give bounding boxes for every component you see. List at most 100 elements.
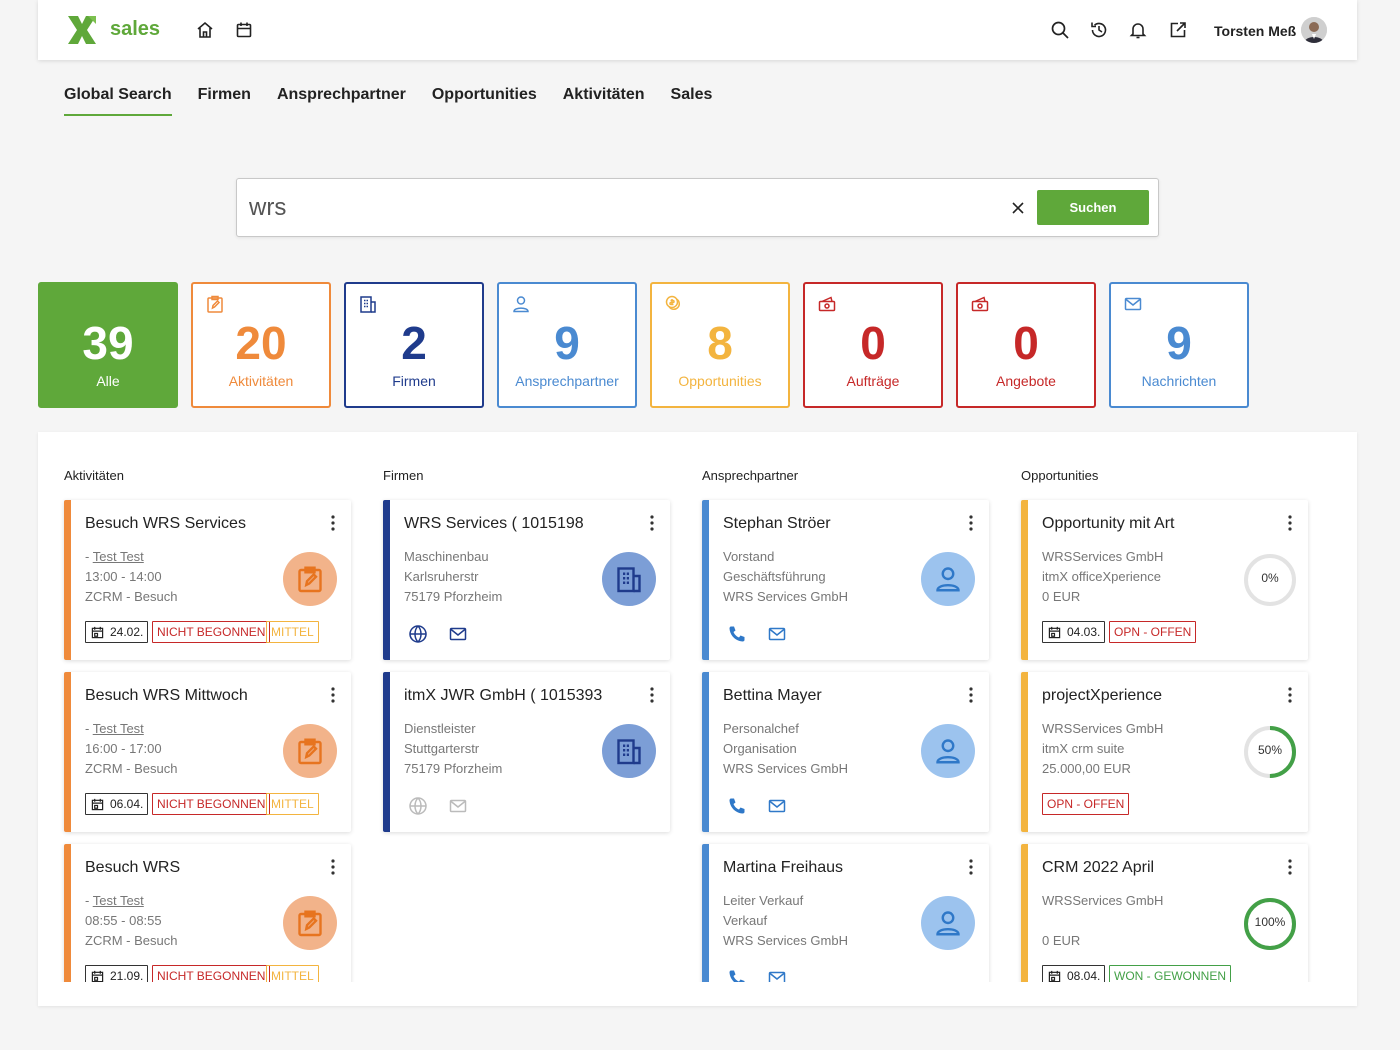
mail-icon [448, 796, 468, 816]
user-name[interactable]: Torsten Meß [1214, 23, 1297, 39]
card-product: itmX crm suite [1042, 741, 1125, 756]
search-icon[interactable] [1049, 19, 1071, 41]
tab-aktivitaeten[interactable]: Aktivitäten [562, 86, 645, 103]
top-bar: sales Torsten Meß [38, 0, 1357, 60]
contact-card[interactable]: Stephan Ströer Vorstand Geschäftsführung… [702, 500, 989, 660]
user-avatar[interactable] [1301, 17, 1327, 43]
card-title: CRM 2022 April [1042, 859, 1155, 876]
calendar-icon[interactable] [233, 19, 255, 41]
phone-icon[interactable] [727, 968, 747, 988]
tab-global-search[interactable]: Global Search [64, 86, 172, 116]
card-product: itmX officeXperience [1042, 569, 1161, 584]
more-menu-icon[interactable] [1286, 858, 1294, 876]
card-type: ZCRM - Besuch [85, 933, 178, 948]
activity-card[interactable]: Besuch WRS Mittwoch - Test Test 16:00 - … [64, 672, 351, 832]
status-badge: OPN - OFFEN [1042, 793, 1130, 815]
progress-ring: 0% [1242, 552, 1298, 608]
tile-count: 39 [82, 317, 134, 369]
tile-opportunities[interactable]: 8 Opportunities [650, 282, 790, 408]
company-card[interactable]: itmX JWR GmbH ( 1015393 Dienstleister St… [383, 672, 670, 832]
card-city: 75179 Pforzheim [404, 589, 503, 604]
date-badge: 04.03. [1042, 621, 1106, 643]
tile-nachrichten[interactable]: 9 Nachrichten [1109, 282, 1249, 408]
card-actions [408, 796, 468, 816]
tile-count: 20 [235, 317, 287, 369]
card-actions [727, 624, 787, 644]
mail-icon[interactable] [767, 624, 787, 644]
tab-firmen[interactable]: Firmen [197, 86, 251, 103]
search-button[interactable]: Suchen [1037, 190, 1149, 225]
tile-count: 8 [707, 317, 733, 369]
company-card[interactable]: WRS Services ( 1015198 Maschinenbau Karl… [383, 500, 670, 660]
status-badge: OPN - OFFEN [1109, 621, 1197, 643]
activity-icon [283, 552, 337, 606]
contact-card[interactable]: Bettina Mayer Personalchef Organisation … [702, 672, 989, 832]
home-icon[interactable] [194, 19, 216, 41]
clear-search-icon[interactable] [1007, 197, 1029, 219]
opportunity-card[interactable]: Opportunity mit Art WRSServices GmbH itm… [1021, 500, 1308, 660]
tab-opportunities[interactable]: Opportunities [431, 86, 537, 103]
phone-icon[interactable] [727, 796, 747, 816]
tile-firmen[interactable]: 2 Firmen [344, 282, 484, 408]
person-icon [921, 896, 975, 950]
contact-card[interactable]: Martina Freihaus Leiter Verkauf Verkauf … [702, 844, 989, 1004]
activity-card[interactable]: Besuch WRS - Test Test 08:55 - 08:55 ZCR… [64, 844, 351, 1004]
person-icon [513, 296, 529, 313]
history-icon[interactable] [1088, 19, 1110, 41]
card-type: ZCRM - Besuch [85, 589, 178, 604]
tile-count: 0 [1013, 317, 1039, 369]
tile-ansprechpartner[interactable]: 9 Ansprechpartner [497, 282, 637, 408]
column-title-firmen: Firmen [383, 468, 424, 483]
search-input[interactable] [249, 189, 989, 227]
tile-count: 9 [1166, 317, 1192, 369]
tile-count: 0 [860, 317, 886, 369]
tile-alle[interactable]: 39 Alle [38, 282, 178, 408]
card-city: 75179 Pforzheim [404, 761, 503, 776]
globe-icon[interactable] [408, 624, 428, 644]
card-contact[interactable]: - Test Test [85, 549, 144, 564]
more-menu-icon[interactable] [329, 514, 337, 532]
more-menu-icon[interactable] [648, 514, 656, 532]
mail-icon[interactable] [767, 796, 787, 816]
card-type: ZCRM - Besuch [85, 761, 178, 776]
card-amount: 25.000,00 EUR [1042, 761, 1131, 776]
card-title: Stephan Ströer [723, 515, 831, 532]
card-contact[interactable]: - Test Test [85, 721, 144, 736]
phone-icon[interactable] [727, 624, 747, 644]
more-menu-icon[interactable] [967, 858, 975, 876]
mail-icon[interactable] [448, 624, 468, 644]
card-street: Karlsruherstr [404, 569, 479, 584]
tab-sales[interactable]: Sales [670, 86, 713, 103]
card-title: Besuch WRS [85, 859, 181, 876]
card-company: WRS Services GmbH [723, 589, 848, 604]
card-role: Leiter Verkauf [723, 893, 804, 908]
tile-label: Opportunities [678, 373, 762, 389]
tab-ansprechpartner[interactable]: Ansprechpartner [276, 86, 406, 103]
more-menu-icon[interactable] [967, 514, 975, 532]
card-company: WRSServices GmbH [1042, 549, 1164, 564]
company-icon [602, 724, 656, 778]
tile-auftraege[interactable]: 0 Aufträge [803, 282, 943, 408]
opportunity-card[interactable]: projectXperience WRSServices GmbH itmX c… [1021, 672, 1308, 832]
opportunity-card[interactable]: CRM 2022 April WRSServices GmbH 0 EUR 10… [1021, 844, 1308, 1004]
card-title: Opportunity mit Art [1042, 515, 1175, 532]
app-logo[interactable] [66, 14, 98, 46]
globe-icon [408, 796, 428, 816]
tile-angebote[interactable]: 0 Angebote [956, 282, 1096, 408]
card-department: Verkauf [723, 913, 768, 928]
external-link-icon[interactable] [1167, 19, 1189, 41]
date-badge: 24.02. [85, 621, 149, 643]
more-menu-icon[interactable] [329, 858, 337, 876]
more-menu-icon[interactable] [1286, 514, 1294, 532]
bell-icon[interactable] [1127, 19, 1149, 41]
activity-card[interactable]: Besuch WRS Services - Test Test 13:00 - … [64, 500, 351, 660]
main-nav: Global Search Firmen Ansprechpartner Opp… [64, 86, 712, 116]
more-menu-icon[interactable] [967, 686, 975, 704]
tile-label: Ansprechpartner [515, 373, 619, 389]
more-menu-icon[interactable] [1286, 686, 1294, 704]
priority-badge: MITTEL [266, 621, 319, 643]
more-menu-icon[interactable] [329, 686, 337, 704]
tile-aktivitaeten[interactable]: 20 Aktivitäten [191, 282, 331, 408]
card-contact[interactable]: - Test Test [85, 893, 144, 908]
more-menu-icon[interactable] [648, 686, 656, 704]
